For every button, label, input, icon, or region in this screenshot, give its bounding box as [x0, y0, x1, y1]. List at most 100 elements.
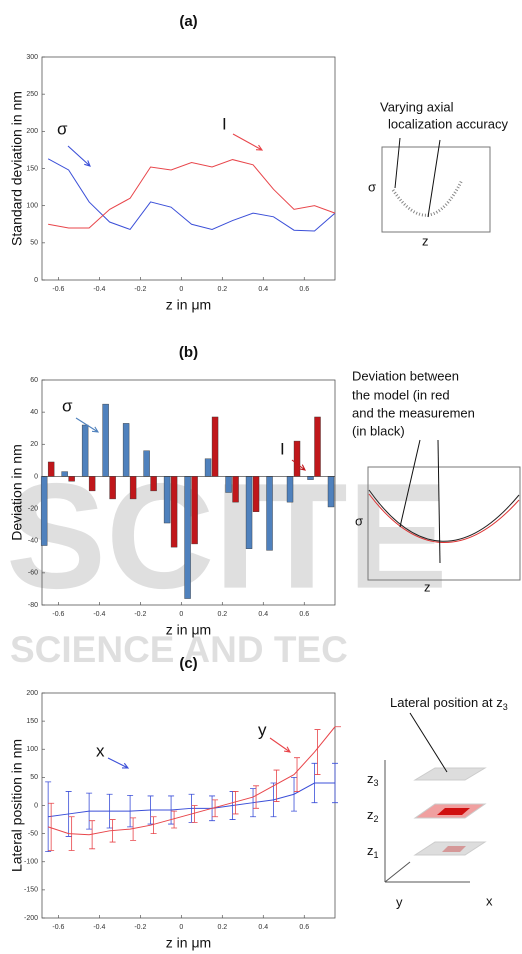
bar: [81, 424, 89, 477]
bar: [40, 476, 48, 546]
line: [47, 158, 336, 232]
level-label: z2: [367, 807, 379, 824]
y-tick-label: 50: [30, 240, 38, 247]
y-axis-label: Lateral position in nm: [9, 739, 25, 872]
bar: [47, 461, 55, 477]
bar: [163, 476, 171, 524]
error-bar: [291, 776, 298, 812]
layer-center: [442, 846, 466, 852]
error-bar: [45, 781, 52, 853]
bar: [170, 476, 178, 548]
watermark-small: SCIENCE AND TEC: [10, 629, 348, 670]
chart: (c) -0.6 -0.4 -0.2 0 0.2 0.4 0.6 -200 -150 -100 -50…: [9, 655, 341, 951]
error-bar: [273, 769, 280, 802]
y-tick-label: 20: [30, 441, 38, 448]
error-bar: [191, 805, 198, 823]
error-bar: [68, 816, 75, 851]
y-tick-label: -60: [28, 570, 38, 577]
error-bar: [250, 788, 257, 818]
bar: [129, 476, 137, 500]
y-tick-label: 0: [34, 277, 38, 284]
arrow: [409, 712, 448, 773]
inset-text: (in black): [352, 423, 405, 438]
x-tick-label: -0.2: [134, 611, 146, 618]
y-tick-label: -100: [24, 859, 38, 866]
x-axis-label: z in μm: [166, 297, 211, 313]
y-tick-label: 150: [26, 718, 38, 725]
bar: [252, 476, 260, 512]
level-sub: 3: [374, 778, 379, 788]
bar: [109, 476, 116, 500]
bar: [286, 476, 294, 503]
inset-c: Lateral position at z3 z3 z2 z1 y x: [367, 695, 508, 909]
series-arrow: [67, 145, 91, 167]
level-base: z: [367, 843, 374, 858]
y-tick-label: -40: [28, 538, 38, 545]
stack: [384, 712, 487, 883]
error-bar: [89, 820, 96, 850]
error-bar: [232, 791, 239, 815]
y-tick-label: 300: [26, 54, 38, 61]
series-label: I: [280, 439, 285, 458]
bar: [150, 476, 157, 492]
inset-ylabel: y: [396, 894, 403, 909]
inset-curve: [368, 489, 520, 542]
inset-xlabel: z: [422, 233, 429, 248]
x-tick-label: 0: [179, 924, 183, 931]
x-axis-label: z in μm: [166, 935, 211, 951]
y-axis-label: Deviation in nm: [9, 444, 25, 541]
error-bar: [314, 729, 321, 775]
layer: [413, 767, 487, 781]
inset-ylabel: σ: [355, 513, 363, 528]
error-bar: [65, 791, 72, 837]
y-tick-label: 100: [26, 746, 38, 753]
inset-box: [367, 466, 521, 581]
series-arrow: [269, 737, 292, 753]
error-bar: [270, 782, 277, 818]
x-tick-label: 0: [179, 286, 183, 293]
error-bar: [171, 810, 178, 829]
inset-title-sub: 3: [503, 702, 508, 712]
chart: (b) -0.6 -0.4 -0.2 0 0.2 0.4 0.6 -80 -60 -40 -20 0 20…: [9, 344, 336, 638]
level-sub: 1: [374, 850, 379, 860]
inset-box: [381, 146, 491, 233]
series-label: y: [258, 720, 267, 739]
layer-center: [437, 808, 470, 815]
y-tick-label: -80: [28, 602, 38, 609]
x-tick-label: -0.4: [93, 286, 105, 293]
x-tick-label: 0.6: [299, 286, 309, 293]
y-tick-label: 50: [30, 774, 38, 781]
x-tick-label: 0.6: [299, 611, 309, 618]
line: [48, 159, 336, 229]
y-tick-label: 0: [34, 802, 38, 809]
y-tick-label: 40: [30, 409, 38, 416]
error-bar: [106, 793, 113, 829]
series-arrow: [232, 133, 264, 151]
bar: [88, 476, 96, 492]
series-label: σ: [57, 119, 68, 138]
series-arrow: [75, 417, 100, 433]
plot-area: [41, 692, 336, 919]
line: [47, 726, 336, 836]
error-bar: [332, 762, 338, 804]
arrow: [437, 439, 441, 564]
x-tick-label: -0.2: [134, 286, 146, 293]
y-tick-label: -20: [28, 505, 38, 512]
axis: [384, 861, 411, 883]
chart-title: (c): [179, 655, 197, 672]
y-tick-label: 200: [26, 690, 38, 697]
error-bar: [253, 785, 260, 809]
series-arrow: [291, 459, 307, 471]
level-label: z1: [367, 843, 379, 860]
x-tick-label: 0.4: [258, 286, 268, 293]
x-tick-label: 0.2: [217, 611, 227, 618]
x-tick-label: -0.4: [93, 611, 105, 618]
level-base: z: [367, 771, 374, 786]
y-tick-label: 60: [30, 377, 38, 384]
error-bar: [130, 817, 137, 841]
arrow: [399, 439, 421, 528]
x-tick-label: 0: [179, 611, 183, 618]
error-bar: [127, 794, 134, 828]
x-tick-label: 0.4: [258, 924, 268, 931]
inset-xlabel: x: [486, 893, 493, 908]
